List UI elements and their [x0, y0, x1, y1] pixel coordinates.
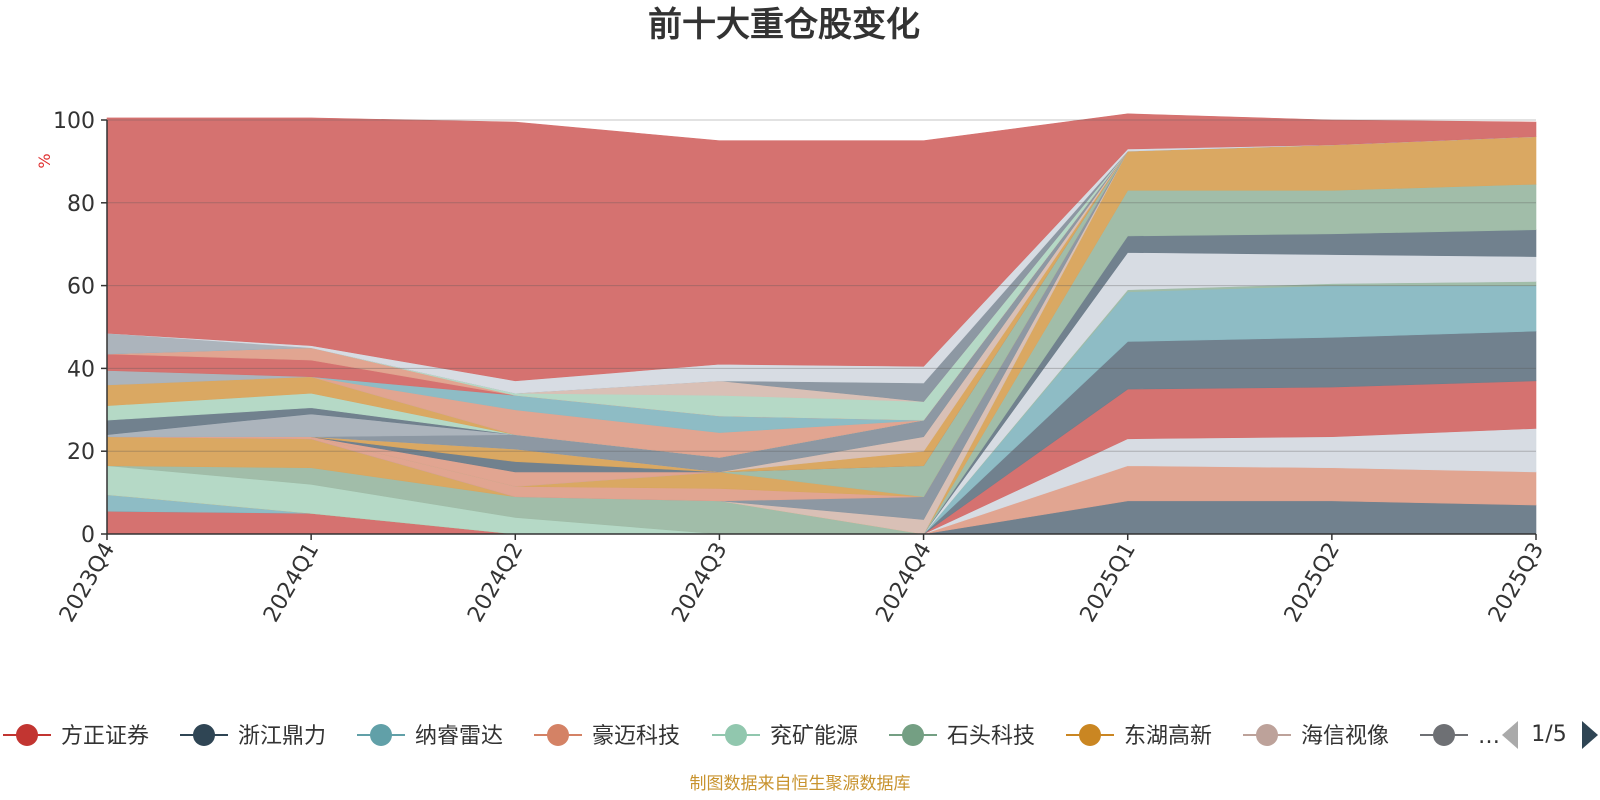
- legend-item[interactable]: 纳睿雷达: [357, 724, 503, 749]
- legend-label: 海信视像: [1301, 724, 1389, 749]
- y-tick-label: 20: [67, 440, 95, 465]
- y-tick-label: 80: [67, 192, 95, 217]
- area-band-39: [106, 113, 1537, 382]
- x-tick-label: 2025Q1: [1076, 539, 1141, 627]
- x-tick-label: 2024Q2: [463, 539, 528, 627]
- y-axis-label: %: [35, 153, 54, 168]
- legend-label: 浙江鼎力: [238, 724, 326, 749]
- legend-marker-icon: [16, 724, 38, 746]
- legend-item[interactable]: 兖矿能源: [712, 724, 858, 749]
- y-tick-label: 0: [81, 523, 95, 548]
- legend-pager: 1/5: [1502, 721, 1598, 749]
- area-series-group: [106, 113, 1537, 535]
- x-tick-label: 2023Q4: [55, 539, 120, 627]
- y-tick-label: 60: [67, 275, 95, 300]
- x-tick-label: 2025Q2: [1280, 539, 1345, 627]
- legend-item[interactable]: 浙江鼎力: [180, 724, 326, 749]
- legend-item[interactable]: 东湖高新: [1066, 724, 1212, 749]
- x-tick-label: 2024Q1: [259, 539, 324, 627]
- gridlines: [107, 119, 1536, 452]
- data-source-note: 制图数据来自恒生聚源数据库: [690, 774, 911, 794]
- legend-marker-icon: [725, 724, 747, 746]
- legend-marker-icon: [1433, 724, 1455, 746]
- legend-label: 方正证券: [61, 724, 149, 749]
- legend-marker-icon: [547, 724, 569, 746]
- legend-marker-icon: [370, 724, 392, 746]
- legend-marker-icon: [902, 724, 924, 746]
- legend-label: 纳睿雷达: [415, 724, 503, 749]
- legend-item[interactable]: 方正证券: [3, 724, 149, 749]
- legend-label: 兖矿能源: [770, 724, 858, 749]
- x-tick-label: 2024Q3: [667, 539, 732, 627]
- legend-marker-icon: [193, 724, 215, 746]
- y-tick-label: 40: [67, 357, 95, 382]
- legend-label: 东湖高新: [1124, 724, 1212, 749]
- legend-label: 豪迈科技: [592, 724, 680, 749]
- y-tick-label: 100: [53, 109, 95, 134]
- legend-item[interactable]: 石头科技: [889, 724, 1035, 749]
- legend-item[interactable]: …: [1420, 724, 1500, 749]
- legend-label: 石头科技: [947, 724, 1035, 749]
- legend-next-icon[interactable]: [1582, 721, 1598, 749]
- legend-marker-icon: [1256, 724, 1278, 746]
- legend[interactable]: 方正证券 浙江鼎力 纳睿雷达 豪迈科技 兖矿能源 石头科技 东湖高新 海信视像 …: [3, 724, 1500, 749]
- legend-marker-icon: [1079, 724, 1101, 746]
- x-tick-label: 2025Q3: [1484, 539, 1549, 627]
- legend-item[interactable]: 豪迈科技: [534, 724, 680, 749]
- legend-page-indicator: 1/5: [1531, 722, 1566, 747]
- legend-label: …: [1478, 724, 1500, 749]
- legend-item[interactable]: 海信视像: [1243, 724, 1389, 749]
- chart-title: 前十大重仓股变化: [648, 5, 920, 45]
- x-tick-label: 2024Q4: [871, 539, 936, 627]
- legend-prev-icon[interactable]: [1502, 721, 1518, 749]
